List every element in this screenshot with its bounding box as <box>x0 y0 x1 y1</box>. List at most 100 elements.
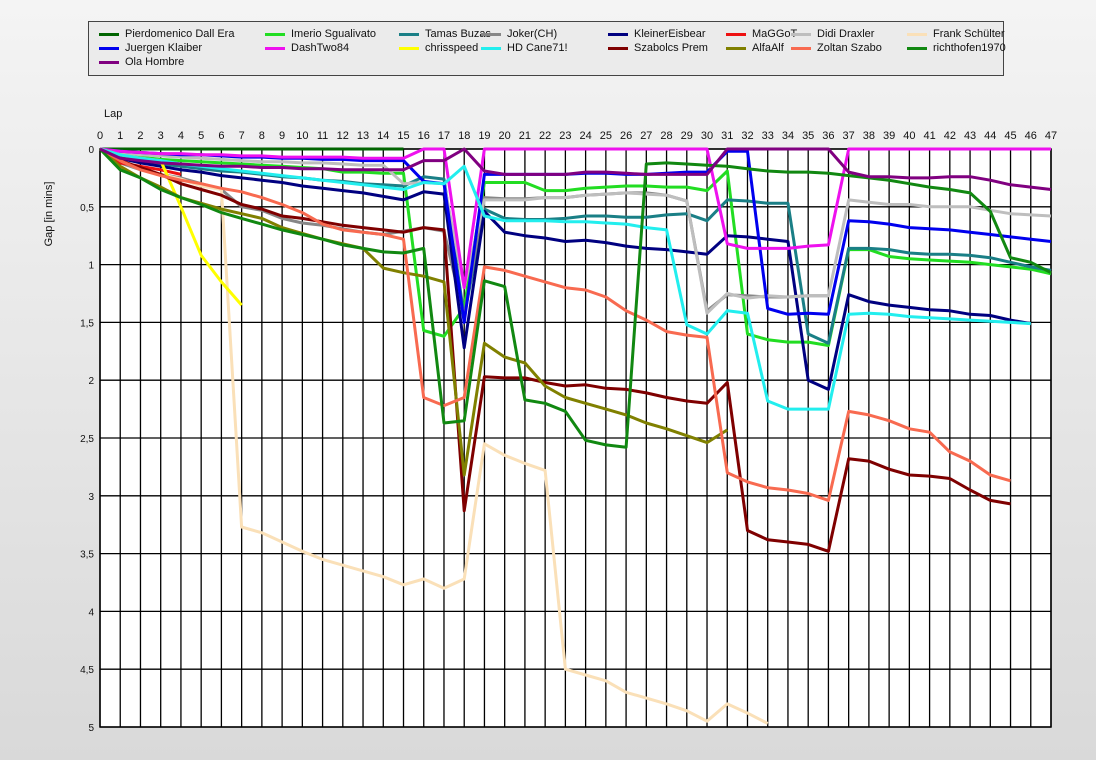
series-line-imerio-sgualivato <box>99 147 1052 347</box>
x-tick-label: 20 <box>499 130 511 142</box>
x-tick-label: 47 <box>1045 130 1057 142</box>
x-tick-label: 15 <box>397 130 409 142</box>
legend-swatch <box>399 47 419 50</box>
x-tick-label: 41 <box>923 130 935 142</box>
y-tick-label: 2,5 <box>80 434 94 445</box>
legend-label: DashTwo84 <box>291 42 350 54</box>
legend-swatch <box>608 33 628 36</box>
x-tick-label: 40 <box>903 130 915 142</box>
series-line-hd-cane71 <box>99 147 1031 411</box>
legend-label: HD Cane71! <box>507 42 568 54</box>
x-tick-label: 21 <box>519 130 531 142</box>
legend-swatch <box>481 33 501 36</box>
legend-label: Joker(CH) <box>507 28 558 40</box>
legend-label: chrisspeed <box>425 42 479 54</box>
legend-label: Juergen Klaiber <box>125 42 203 54</box>
x-tick-label: 22 <box>539 130 551 142</box>
series-line-szabolcs-prem <box>99 147 1011 553</box>
x-tick-label: 39 <box>883 130 895 142</box>
legend-swatch <box>265 47 285 50</box>
y-tick-label: 3 <box>88 492 94 503</box>
series-line-ola-hombre <box>99 147 1052 191</box>
y-tick-label: 4,5 <box>80 665 94 676</box>
x-tick-label: 34 <box>782 130 794 142</box>
x-tick-label: 16 <box>418 130 430 142</box>
legend-swatch <box>265 33 285 36</box>
x-tick-label: 46 <box>1025 130 1037 142</box>
x-tick-label: 35 <box>802 130 814 142</box>
x-tick-label: 32 <box>741 130 753 142</box>
legend-label: MaGGoT <box>752 28 798 40</box>
y-tick-label: 1,5 <box>80 318 94 329</box>
chart-series <box>98 147 1052 725</box>
x-tick-label: 28 <box>660 130 672 142</box>
x-tick-label: 38 <box>863 130 875 142</box>
x-tick-label: 14 <box>377 130 389 142</box>
legend-swatch <box>791 33 811 36</box>
series-line-didi-draxler <box>99 147 1052 315</box>
legend-label: Zoltan Szabo <box>817 42 882 54</box>
x-tick-label: 31 <box>721 130 733 142</box>
chart-grid <box>99 148 1052 728</box>
legend-label: Pierdomenico Dall Era <box>125 28 235 40</box>
chart-legend: Pierdomenico Dall Era Imerio Sgualivato Ta… <box>88 21 1006 76</box>
x-tick-label: 26 <box>620 130 632 142</box>
y-tick-label: 3,5 <box>80 550 94 561</box>
legend-swatch <box>907 47 927 50</box>
legend-swatch <box>608 47 628 50</box>
x-tick-label: 0 <box>97 130 103 142</box>
x-axis-label: Lap <box>104 108 122 120</box>
legend-swatch <box>99 33 119 36</box>
legend-label: Frank Schülter <box>933 28 1005 40</box>
legend-label: Ola Hombre <box>125 56 185 68</box>
legend-label: KleinerEisbear <box>634 28 706 40</box>
x-tick-label: 29 <box>681 130 693 142</box>
x-tick-label: 33 <box>762 130 774 142</box>
x-tick-label: 12 <box>337 130 349 142</box>
x-tick-label: 9 <box>279 130 285 142</box>
x-tick-label: 23 <box>559 130 571 142</box>
legend-label: AlfaAlf <box>752 42 784 54</box>
y-tick-label: 5 <box>88 723 94 734</box>
y-tick-label: 2 <box>88 376 94 387</box>
x-tick-label: 18 <box>458 130 470 142</box>
y-axis-label: Gap [in mins] <box>43 182 55 247</box>
x-tick-label: 3 <box>158 130 164 142</box>
legend-swatch <box>99 47 119 50</box>
legend-swatch <box>726 47 746 50</box>
x-tick-label: 25 <box>600 130 612 142</box>
chart-axes: Lap Gap [in mins] 0 1 2 3 4 5 6 7 8 9 10 11 12 13 14 15… <box>43 108 1057 734</box>
x-tick-label: 2 <box>137 130 143 142</box>
legend-label: Imerio Sgualivato <box>291 28 376 40</box>
legend-label: Szabolcs Prem <box>634 42 708 54</box>
x-tick-label: 42 <box>944 130 956 142</box>
y-tick-label: 1 <box>88 261 94 272</box>
y-tick-label: 4 <box>88 607 94 618</box>
x-tick-label: 6 <box>218 130 224 142</box>
series-line-dashtwo84 <box>99 147 1051 290</box>
legend-swatch <box>481 47 501 50</box>
x-tick-label: 13 <box>357 130 369 142</box>
series-line-kleinereisbear <box>99 147 1032 391</box>
legend-swatch <box>99 61 119 64</box>
x-tick-label: 8 <box>259 130 265 142</box>
legend-swatch <box>791 47 811 50</box>
x-tick-label: 10 <box>296 130 308 142</box>
x-tick-label: 30 <box>701 130 713 142</box>
x-tick-label: 7 <box>239 130 245 142</box>
x-tick-label: 43 <box>964 130 976 142</box>
legend-label: richthofen1970 <box>933 42 1006 54</box>
x-tick-label: 36 <box>822 130 834 142</box>
legend-label: Tamas Buzas <box>425 28 492 40</box>
series-line-zoltan-szabo <box>99 147 1011 502</box>
x-tick-label: 17 <box>438 130 450 142</box>
x-tick-label: 4 <box>178 130 184 142</box>
legend-swatch <box>907 33 927 36</box>
x-tick-label: 19 <box>478 130 490 142</box>
x-tick-label: 37 <box>843 130 855 142</box>
x-tick-label: 11 <box>317 130 328 142</box>
x-tick-label: 45 <box>1004 130 1016 142</box>
legend-swatch <box>399 33 419 36</box>
x-tick-label: 1 <box>117 130 123 142</box>
y-tick-label: 0,5 <box>80 203 94 214</box>
